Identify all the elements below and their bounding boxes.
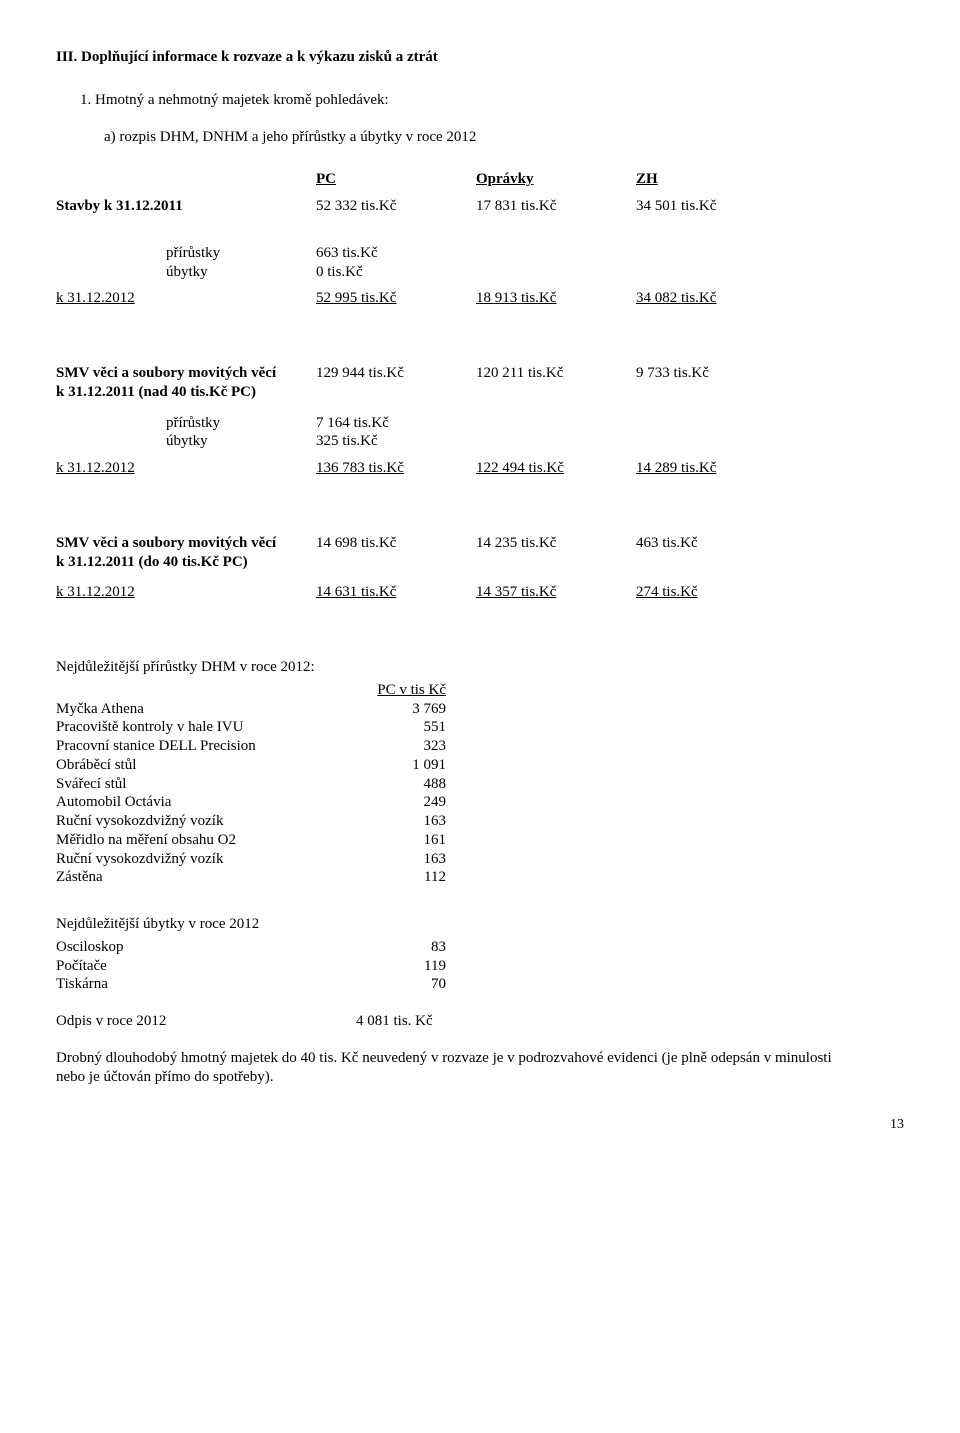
subheading-1a: a) rozpis DHM, DNHM a jeho přírůstky a ú… <box>104 128 904 147</box>
smv-do40-pc: 14 698 tis.Kč <box>316 534 476 553</box>
nej-ubytky-item-value: 70 <box>356 975 446 994</box>
stavby-prirustky-label: přírůstky <box>56 244 316 263</box>
smv-do40-label1: SMV věci a soubory movitých věcí <box>56 535 276 551</box>
nej-prirustky-item-label: Ruční vysokozdvižný vozík <box>56 812 356 831</box>
smv-do40-row2: k 31.12.2011 (do 40 tis.Kč PC) <box>56 553 904 572</box>
stavby-prirustky-row: přírůstky 663 tis.Kč <box>56 244 904 263</box>
nej-prirustky-item-label: Zástěna <box>56 868 356 887</box>
smv-do40-end-zh: 274 tis.Kč <box>636 583 796 602</box>
smv-do40-label2: k 31.12.2011 (do 40 tis.Kč PC) <box>56 553 316 572</box>
smv-nad40-ubytky-val: 325 tis.Kč <box>316 432 476 451</box>
stavby-prirustky-val: 663 tis.Kč <box>316 244 476 263</box>
smv-do40-row: SMV věci a soubory movitých věcí 14 698 … <box>56 534 904 553</box>
nej-prirustky-item-label: Pracovní stanice DELL Precision <box>56 737 356 756</box>
stavby-start-row: Stavby k 31.12.2011 52 332 tis.Kč 17 831… <box>56 197 904 216</box>
smv-do40-end-row: k 31.12.2012 14 631 tis.Kč 14 357 tis.Kč… <box>56 583 904 602</box>
odpis-value: 4 081 tis. Kč <box>356 1012 496 1031</box>
footnote: Drobný dlouhodobý hmotný majetek do 40 t… <box>56 1049 836 1087</box>
nej-prirustky-item-label: Měřidlo na měření obsahu O2 <box>56 831 356 850</box>
smv-do40-op: 14 235 tis.Kč <box>476 534 636 553</box>
col-header-zh: ZH <box>636 170 796 189</box>
smv-do40-end-pc: 14 631 tis.Kč <box>316 583 476 602</box>
smv-nad40-row2: k 31.12.2011 (nad 40 tis.Kč PC) <box>56 383 904 402</box>
nej-ubytky-title: Nejdůležitější úbytky v roce 2012 <box>56 915 904 934</box>
smv-nad40-label2: k 31.12.2011 (nad 40 tis.Kč PC) <box>56 383 316 402</box>
smv-do40-label: SMV věci a soubory movitých věcí <box>56 534 316 553</box>
nej-ubytky-item-label: Osciloskop <box>56 938 356 957</box>
nej-prirustky-item-value: 488 <box>356 775 446 794</box>
smv-nad40-row: SMV věci a soubory movitých věcí 129 944… <box>56 364 904 383</box>
nej-prirustky-title: Nejdůležitější přírůstky DHM v roce 2012… <box>56 658 904 677</box>
smv-nad40-prirustky-label: přírůstky <box>56 414 316 433</box>
smv-nad40-end-pc: 136 783 tis.Kč <box>316 459 476 478</box>
stavby-ubytky-label: úbytky <box>56 263 316 282</box>
col-header-opravky: Oprávky <box>476 170 636 189</box>
nej-ubytky-grid: Osciloskop83Počítače119Tiskárna70 <box>56 938 904 994</box>
nej-prirustky-colhdr-spacer <box>56 681 356 700</box>
stavby-ubytky-val: 0 tis.Kč <box>316 263 476 282</box>
col-header-row: PC Oprávky ZH <box>56 170 904 189</box>
smv-nad40-end-label: k 31.12.2012 <box>56 459 316 478</box>
stavby-start-zh: 34 501 tis.Kč <box>636 197 796 216</box>
nej-prirustky-item-label: Svářecí stůl <box>56 775 356 794</box>
smv-nad40-pc: 129 944 tis.Kč <box>316 364 476 383</box>
smv-nad40-end-zh: 14 289 tis.Kč <box>636 459 796 478</box>
nej-prirustky-item-value: 551 <box>356 718 446 737</box>
nej-prirustky-colhdr-row: PC v tis Kč <box>56 681 904 700</box>
odpis-row: Odpis v roce 2012 4 081 tis. Kč <box>56 1012 904 1031</box>
smv-nad40-zh: 9 733 tis.Kč <box>636 364 796 383</box>
smv-nad40-label1: SMV věci a soubory movitých věcí <box>56 365 276 381</box>
nej-prirustky-item-label: Automobil Octávia <box>56 793 356 812</box>
stavby-end-zh: 34 082 tis.Kč <box>636 289 796 308</box>
nej-prirustky-item-value: 3 769 <box>356 700 446 719</box>
nej-ubytky-item-value: 83 <box>356 938 446 957</box>
smv-nad40-ubytky-row: úbytky 325 tis.Kč <box>56 432 904 451</box>
stavby-start-pc: 52 332 tis.Kč <box>316 197 476 216</box>
smv-do40-end-op: 14 357 tis.Kč <box>476 583 636 602</box>
subheading-1: 1. Hmotný a nehmotný majetek kromě pohle… <box>80 91 904 110</box>
smv-nad40-end-row: k 31.12.2012 136 783 tis.Kč 122 494 tis.… <box>56 459 904 478</box>
nej-prirustky-item-value: 249 <box>356 793 446 812</box>
nej-prirustky-item-value: 112 <box>356 868 446 887</box>
nej-ubytky-item-value: 119 <box>356 957 446 976</box>
smv-nad40-label: SMV věci a soubory movitých věcí <box>56 364 316 383</box>
section-heading: III. Doplňující informace k rozvaze a k … <box>56 48 904 67</box>
nej-prirustky-item-value: 163 <box>356 812 446 831</box>
nej-prirustky-item-label: Myčka Athena <box>56 700 356 719</box>
odpis-label: Odpis v roce 2012 <box>56 1012 356 1031</box>
smv-nad40-end-op: 122 494 tis.Kč <box>476 459 636 478</box>
smv-nad40-prirustky-row: přírůstky 7 164 tis.Kč <box>56 414 904 433</box>
stavby-end-op: 18 913 tis.Kč <box>476 289 636 308</box>
stavby-end-row: k 31.12.2012 52 995 tis.Kč 18 913 tis.Kč… <box>56 289 904 308</box>
smv-nad40-op: 120 211 tis.Kč <box>476 364 636 383</box>
page-number: 13 <box>56 1116 904 1134</box>
nej-prirustky-item-value: 163 <box>356 850 446 869</box>
nej-ubytky-item-label: Tiskárna <box>56 975 356 994</box>
nej-prirustky-item-value: 1 091 <box>356 756 446 775</box>
nej-prirustky-colhdr: PC v tis Kč <box>356 681 446 700</box>
smv-nad40-prirustky-val: 7 164 tis.Kč <box>316 414 476 433</box>
nej-prirustky-item-label: Pracoviště kontroly v hale IVU <box>56 718 356 737</box>
stavby-start-label: Stavby k 31.12.2011 <box>56 197 316 216</box>
stavby-end-pc: 52 995 tis.Kč <box>316 289 476 308</box>
stavby-start-op: 17 831 tis.Kč <box>476 197 636 216</box>
nej-prirustky-item-value: 323 <box>356 737 446 756</box>
smv-do40-end-label: k 31.12.2012 <box>56 583 316 602</box>
smv-nad40-ubytky-label: úbytky <box>56 432 316 451</box>
nej-prirustky-item-label: Obráběcí stůl <box>56 756 356 775</box>
stavby-end-label: k 31.12.2012 <box>56 289 316 308</box>
col-header-pc: PC <box>316 170 476 189</box>
col-header-spacer <box>56 170 316 189</box>
smv-do40-zh: 463 tis.Kč <box>636 534 796 553</box>
nej-prirustky-item-value: 161 <box>356 831 446 850</box>
nej-prirustky-grid: Myčka Athena3 769Pracoviště kontroly v h… <box>56 700 904 888</box>
stavby-ubytky-row: úbytky 0 tis.Kč <box>56 263 904 282</box>
nej-ubytky-item-label: Počítače <box>56 957 356 976</box>
nej-prirustky-item-label: Ruční vysokozdvižný vozík <box>56 850 356 869</box>
